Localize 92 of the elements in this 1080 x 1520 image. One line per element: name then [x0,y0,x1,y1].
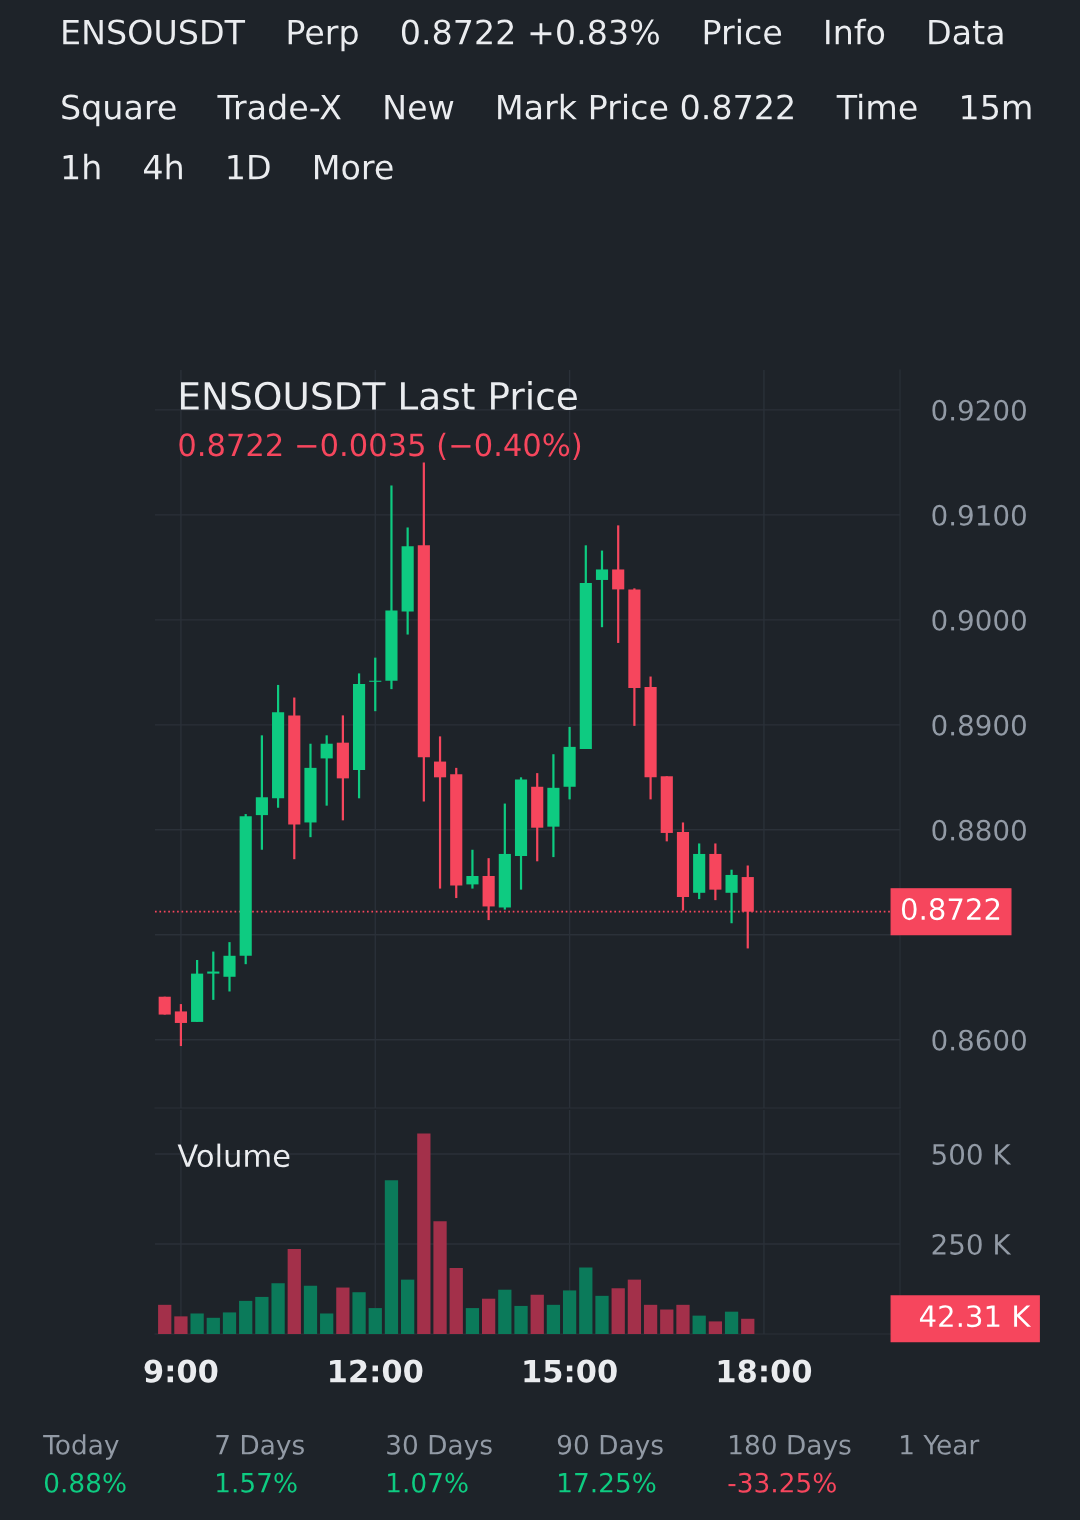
bar [676,1304,690,1334]
candlestick [174,1002,187,1048]
text: Volume [177,1143,290,1168]
bar [255,1296,269,1334]
text: Perp [288,19,358,52]
y-tick-label: 0.9100 [932,504,1026,526]
bar [417,1133,431,1334]
category-label: 30 Days [387,1434,492,1460]
category-label: 1 Year [901,1435,980,1455]
bar [320,1313,334,1334]
bar [562,1290,577,1334]
text: 0.8722 −0.0035 (−0.40%) [179,432,581,460]
data-label: 1.07% [388,1472,468,1493]
bar [222,1312,237,1334]
ref-line-label: 0.8722 [901,898,1000,921]
text: More [315,154,393,180]
bar [465,1308,480,1334]
x-tick-label: 18:00 [718,1359,812,1383]
bar [433,1221,447,1334]
candlestick [223,941,236,993]
y-tick-label: 0.8600 [932,1029,1026,1051]
bar [449,1268,463,1334]
bar [643,1304,658,1334]
text: Trade-X [217,93,341,120]
bar [352,1292,366,1334]
candlestick [612,524,625,645]
candlestick [725,868,738,925]
bar [595,1295,609,1334]
bar [336,1287,350,1334]
bar [287,1249,301,1334]
bar [239,1300,253,1334]
bar [546,1304,561,1334]
bar [158,1304,172,1334]
text: Square [62,94,176,127]
category-label: Today [43,1434,119,1460]
x-tick-label: 9:00 [144,1359,218,1383]
text: 4h [144,153,182,180]
candlestick [466,848,479,890]
y-tick-label: 0.8800 [932,819,1026,841]
candlestick [320,734,333,807]
candlestick [433,735,447,890]
bar [271,1283,285,1334]
bar [190,1313,204,1334]
x-tick-label: 15:00 [524,1359,617,1383]
text: Info [826,18,885,45]
text: ENSOUSDT [63,19,246,45]
bar [741,1318,755,1334]
y-tick-label: 500 K [932,1143,1012,1165]
text: Price [704,18,782,45]
bar [724,1311,739,1334]
category-label: 7 Days [216,1435,304,1460]
data-label: 17.25% [559,1472,656,1493]
bar [611,1288,625,1334]
y-tick-label: 0.9000 [932,609,1026,631]
category-label: 90 Days [557,1434,663,1460]
bar [514,1305,528,1334]
text: Time [836,93,917,120]
candlestick [369,656,382,713]
bar [368,1308,382,1334]
text: Mark Price 0.8722 [498,93,793,120]
bar [579,1267,593,1334]
data-label: 1.57% [217,1472,297,1493]
category-label: 180 Days [730,1434,851,1460]
x-tick-label: 12:00 [330,1359,423,1383]
bar [401,1279,415,1334]
text: 1D [228,154,270,180]
bar [627,1279,642,1334]
text: 1h [63,153,100,180]
text: New [385,94,454,120]
bar [660,1309,674,1334]
bar [303,1285,318,1334]
bar [530,1294,544,1334]
data-label: -33.25% [728,1472,836,1493]
candlestick [595,549,609,629]
text: Data [929,19,1003,45]
bar [206,1317,220,1334]
bar [692,1315,706,1334]
text: 42.31 K [919,1305,1032,1328]
data-label: 0.88% [44,1472,126,1493]
bar [498,1289,512,1334]
bar [708,1321,723,1334]
candlestick [255,734,268,851]
candlestick [207,950,220,1001]
y-tick-label: 0.9200 [932,399,1026,421]
bar [174,1316,188,1334]
y-tick-label: 0.8900 [932,714,1026,736]
bar [481,1298,496,1334]
bar [384,1180,399,1334]
text: 15m [962,94,1031,120]
y-tick-label: 250 K [932,1233,1012,1255]
chart-title: ENSOUSDT Last Price [181,381,577,411]
text: 0.8722 +0.83% [401,19,659,45]
